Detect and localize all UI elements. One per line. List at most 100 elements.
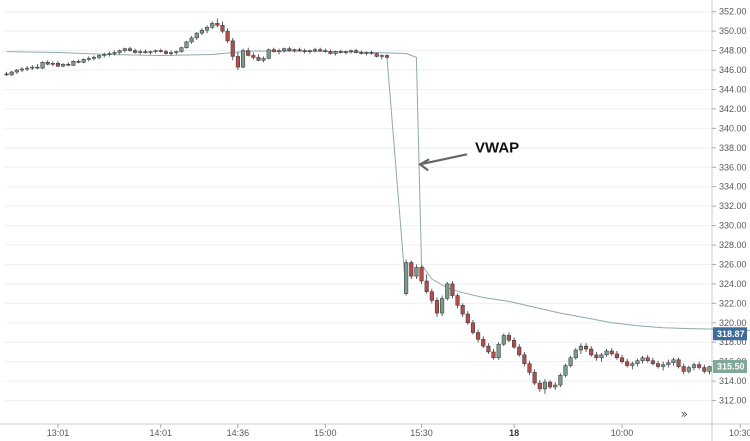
candle-body [434, 300, 440, 314]
candle [455, 293, 460, 309]
candle-body [45, 62, 50, 65]
x-axis[interactable]: 13:0114:0114:3615:0015:301810:0010:3011:… [47, 424, 750, 438]
candle-body [287, 48, 292, 51]
candle [91, 55, 97, 61]
candle-body [542, 381, 547, 390]
candle-body [25, 67, 30, 70]
candle-body [323, 50, 328, 52]
candle [589, 346, 594, 357]
candle [609, 348, 614, 356]
candle [133, 48, 138, 54]
candle [354, 48, 359, 54]
candle-body [102, 54, 107, 56]
candle [158, 48, 163, 53]
candle [491, 349, 496, 360]
candle [35, 64, 40, 70]
candle [30, 65, 35, 71]
candle [117, 49, 122, 55]
candle-body [307, 50, 312, 52]
x-tick-label: 10:30 [729, 428, 750, 438]
candle-body [578, 345, 583, 351]
candle [338, 49, 343, 54]
candle-body [609, 350, 614, 355]
candle-body [589, 348, 594, 356]
candle [512, 337, 517, 350]
candle [45, 60, 50, 66]
y-tick-label: 346.00 [719, 65, 747, 75]
candle-body [19, 68, 25, 71]
candle [409, 260, 414, 280]
y-tick-label: 322.00 [719, 298, 747, 308]
candle [594, 351, 599, 361]
candle [50, 61, 55, 67]
candle-body [527, 363, 532, 373]
candle [481, 336, 486, 349]
price-tag-bg [713, 360, 747, 374]
candle-body [496, 343, 501, 359]
candle-body [409, 262, 414, 277]
price-tag-bg [713, 327, 747, 341]
candle-body [625, 361, 630, 366]
candle [215, 18, 220, 28]
candle-body [312, 49, 318, 51]
candle-body [163, 51, 168, 54]
candle-body [676, 359, 681, 367]
candle [645, 354, 650, 363]
y-tick-label: 320.00 [719, 318, 747, 328]
candle [404, 259, 409, 296]
candle [174, 50, 179, 55]
vwap-line-layer [6, 50, 750, 331]
candle-body [9, 71, 14, 76]
scroll-to-latest-button[interactable]: » [680, 407, 688, 421]
candle-body [354, 50, 359, 53]
price-tag-label: 318.87 [717, 329, 745, 339]
annotation-arrow [419, 153, 468, 166]
candle [261, 56, 266, 63]
candle-body [369, 52, 374, 54]
candle-body [558, 375, 563, 386]
candle-body [563, 365, 568, 376]
candle-body [384, 55, 390, 58]
candle-body [359, 52, 364, 54]
candle [676, 357, 681, 369]
candle-body [681, 366, 686, 372]
candle [81, 58, 86, 64]
candle-body [30, 66, 35, 69]
candle-body [343, 51, 348, 53]
candle [374, 52, 379, 58]
vwap-annotation: VWAP [418, 139, 519, 172]
candle-body [81, 59, 86, 63]
candle-body [169, 52, 174, 54]
candle [19, 67, 25, 72]
candle [307, 49, 312, 54]
candle [66, 62, 71, 67]
candle-body [225, 30, 230, 42]
candle-body [266, 49, 271, 59]
candle-body [445, 283, 450, 299]
candle [199, 28, 204, 36]
candle-body [374, 53, 379, 57]
x-tick-label: 15:00 [314, 428, 337, 438]
candle-body [419, 267, 424, 282]
candle-body [506, 335, 511, 341]
price-tag: 318.87 [713, 327, 747, 341]
candle-body [424, 280, 429, 292]
candle-body [318, 49, 323, 51]
x-tick-label: 14:01 [150, 428, 173, 438]
annotation-arrow-head [418, 158, 430, 172]
candle [246, 47, 251, 57]
candle [506, 332, 511, 343]
candle-body [261, 58, 266, 61]
candle-body [702, 367, 707, 372]
candle [240, 48, 246, 69]
candle [282, 47, 287, 53]
x-tick-label: 15:30 [410, 428, 433, 438]
candle [671, 357, 676, 366]
candle [440, 295, 445, 316]
candle-body [522, 354, 527, 364]
candle [707, 365, 712, 375]
candle [256, 54, 261, 62]
candle [614, 350, 619, 360]
y-tick-label: 350.00 [719, 26, 747, 36]
